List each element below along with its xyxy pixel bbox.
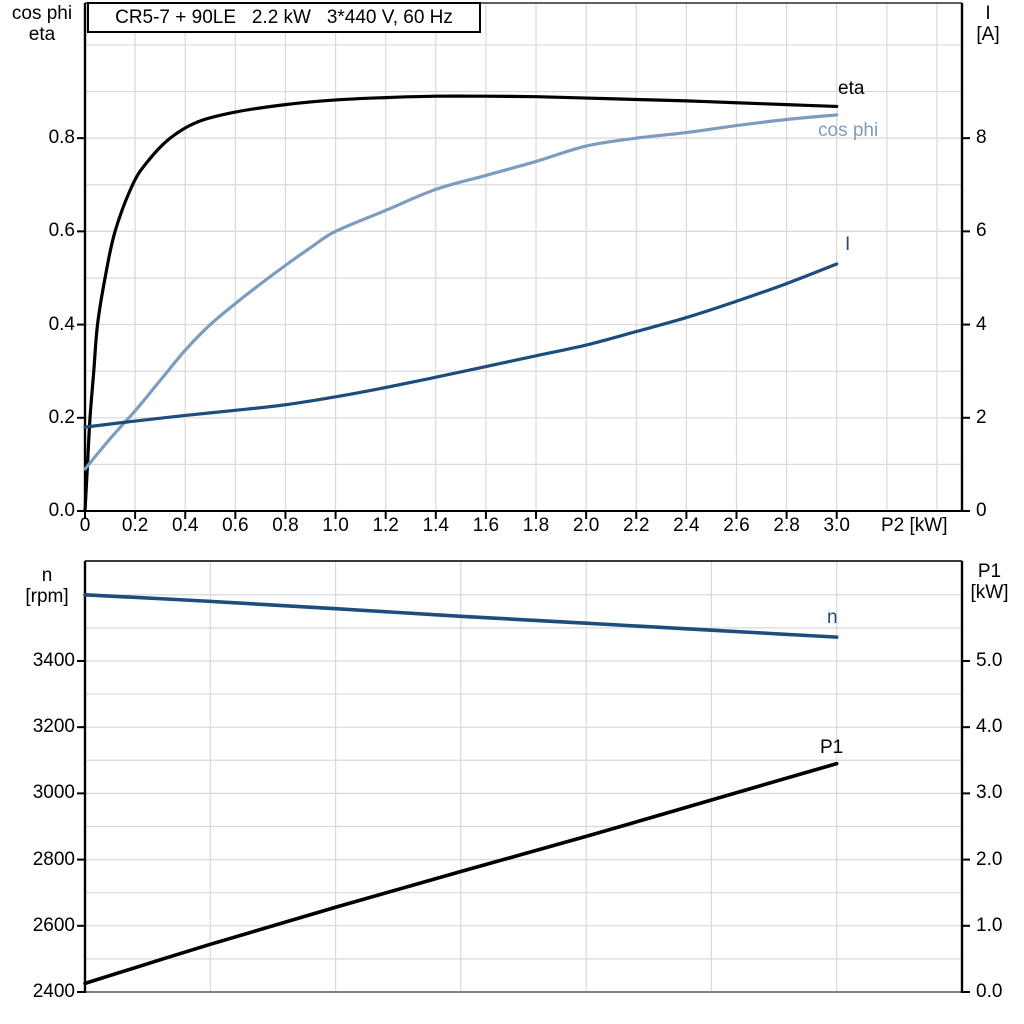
y-right-tick-label: 0.0 [976,981,1003,1002]
bottom-left-axis-title: n [rpm] [25,565,69,607]
x-axis-title: P2 [kW] [881,515,948,536]
x-tick-label: 0.6 [222,515,249,536]
series-I [83,262,839,429]
x-tick-label: 1.2 [372,515,399,536]
x-tick-label: 1.0 [322,515,349,536]
y-right-tick-label: 5.0 [976,649,1003,671]
y-right-tick-label: 3.0 [976,782,1003,804]
x-tick-label: 1.8 [522,515,550,536]
y-left-tick-label: 2800 [32,848,75,870]
y-left-tick-label: 2400 [32,981,75,1002]
y-left-tick-label: 0.2 [48,406,75,428]
y-left-tick-label: 3200 [32,716,75,738]
series-label-cos-phi: cos phi [818,120,879,141]
y-right-tick-label: 6 [976,220,987,242]
y-right-tick-label: 0 [976,500,987,521]
y-right-tick-label: 2.0 [976,848,1003,870]
y-right-tick-label: 8 [976,127,987,149]
series-label-eta: eta [838,78,865,99]
y-left-tick-label: 0.4 [48,313,75,335]
y-left-tick-label: 3400 [32,649,75,671]
y-left-tick-label: 3000 [32,782,75,804]
x-tick-label: 2.0 [572,515,600,536]
series-n [83,592,839,639]
x-tick-label: 2.8 [773,515,800,536]
top-right-axis-title: I [A] [976,3,1000,45]
y-right-tick-label: 2 [976,406,987,428]
series-label-P1: P1 [820,737,844,758]
y-left-tick-label: 0.8 [48,127,75,149]
series-eta [83,94,839,513]
series-label-n: n [827,607,838,628]
x-tick-label: 3.0 [823,515,850,536]
y-left-tick-label: 0.0 [48,500,75,521]
series-P1 [83,761,839,986]
top-left-axis-title: cos phi eta [11,3,73,45]
x-tick-label: 1.4 [422,515,449,536]
x-tick-label: 2.4 [673,515,700,536]
series-cos-phi [83,113,839,471]
chart-title-box: CR5-7 + 90LE 2.2 kW 3*440 V, 60 Hz [87,2,481,33]
y-left-tick-label: 2600 [32,914,75,936]
y-left-tick-label: 0.6 [48,220,75,242]
x-tick-label: 1.6 [472,515,500,536]
y-right-tick-label: 1.0 [976,914,1003,936]
y-right-tick-label: 4 [976,313,987,335]
bottom-right-axis-title: P1 [kW] [970,561,1009,603]
series-label-I: I [845,234,851,255]
x-tick-label: 0.8 [272,515,299,536]
x-tick-label: 2.2 [623,515,650,536]
x-tick-label: 0.2 [121,515,149,536]
x-tick-label: 0.4 [172,515,199,536]
x-tick-label: 0 [79,515,91,536]
y-right-tick-label: 4.0 [976,716,1003,738]
x-tick-label: 2.6 [723,515,750,536]
